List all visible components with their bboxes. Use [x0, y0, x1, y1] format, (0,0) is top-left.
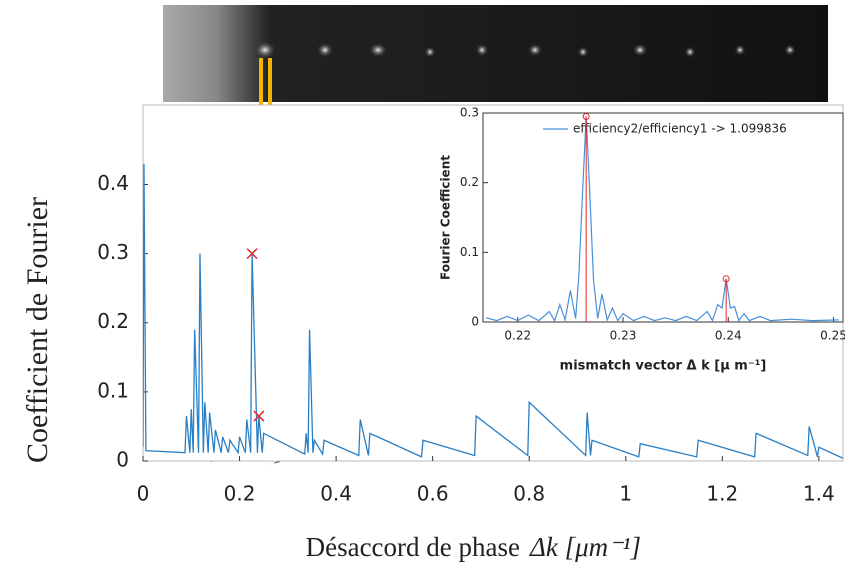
x-tick-label: 1.4: [803, 482, 835, 506]
peak-marker: [246, 248, 258, 260]
y-tick-label: 0: [116, 448, 129, 472]
x-axis-unit: Δk [μm⁻¹]: [529, 532, 641, 562]
spectrum-line: [143, 163, 843, 459]
inset-chart: 0.22 0.23 0.24 0.25 0 0.1 0.2 0.3 efficiency2/ef…: [439, 106, 845, 374]
y-tick-label: 0.2: [460, 175, 479, 189]
plot-area: [482, 112, 844, 323]
inset-y-label: Fourier Coefficient: [439, 155, 453, 280]
y-tick-label: 0.4: [97, 171, 129, 195]
x-tick-label: 1: [619, 482, 632, 506]
y-tick-label: 0.2: [97, 309, 129, 333]
x-tick-label: 1.2: [706, 482, 738, 506]
inset-x-label: mismatch vector Δ k [μ m⁻¹]: [560, 359, 767, 374]
y-axis-label: Coefficient de Fourier: [21, 197, 54, 463]
x-tick-label: 0.6: [417, 482, 449, 506]
x-tick-label: 0.24: [715, 329, 742, 343]
x-tick-label: 0: [137, 482, 150, 506]
x-tick-label: 0.22: [504, 329, 531, 343]
spectrum-line: [486, 116, 839, 322]
y-tick-label: 0.3: [460, 106, 479, 120]
beam-photo: [163, 5, 828, 102]
legend-label: efficiency2/efficiency1 -> 1.099836: [573, 122, 787, 136]
spot-marker: [259, 58, 272, 143]
peak-marker: [253, 410, 265, 422]
x-tick-label: 0.23: [610, 329, 637, 343]
y-tick-label: 0.3: [97, 240, 129, 264]
x-tick-label: 0.25: [820, 329, 845, 343]
peak-circle: [582, 112, 590, 120]
y-tick-label: 0.1: [97, 378, 129, 402]
y-tick-label: 0: [471, 315, 479, 329]
x-tick-label: 0.4: [320, 482, 352, 506]
x-axis-label: Désaccord de phase: [306, 532, 520, 562]
x-tick-label: 0.2: [224, 482, 256, 506]
peak-circle: [722, 275, 730, 283]
x-tick-label: 0.8: [513, 482, 545, 506]
y-tick-label: 0.1: [460, 245, 479, 259]
